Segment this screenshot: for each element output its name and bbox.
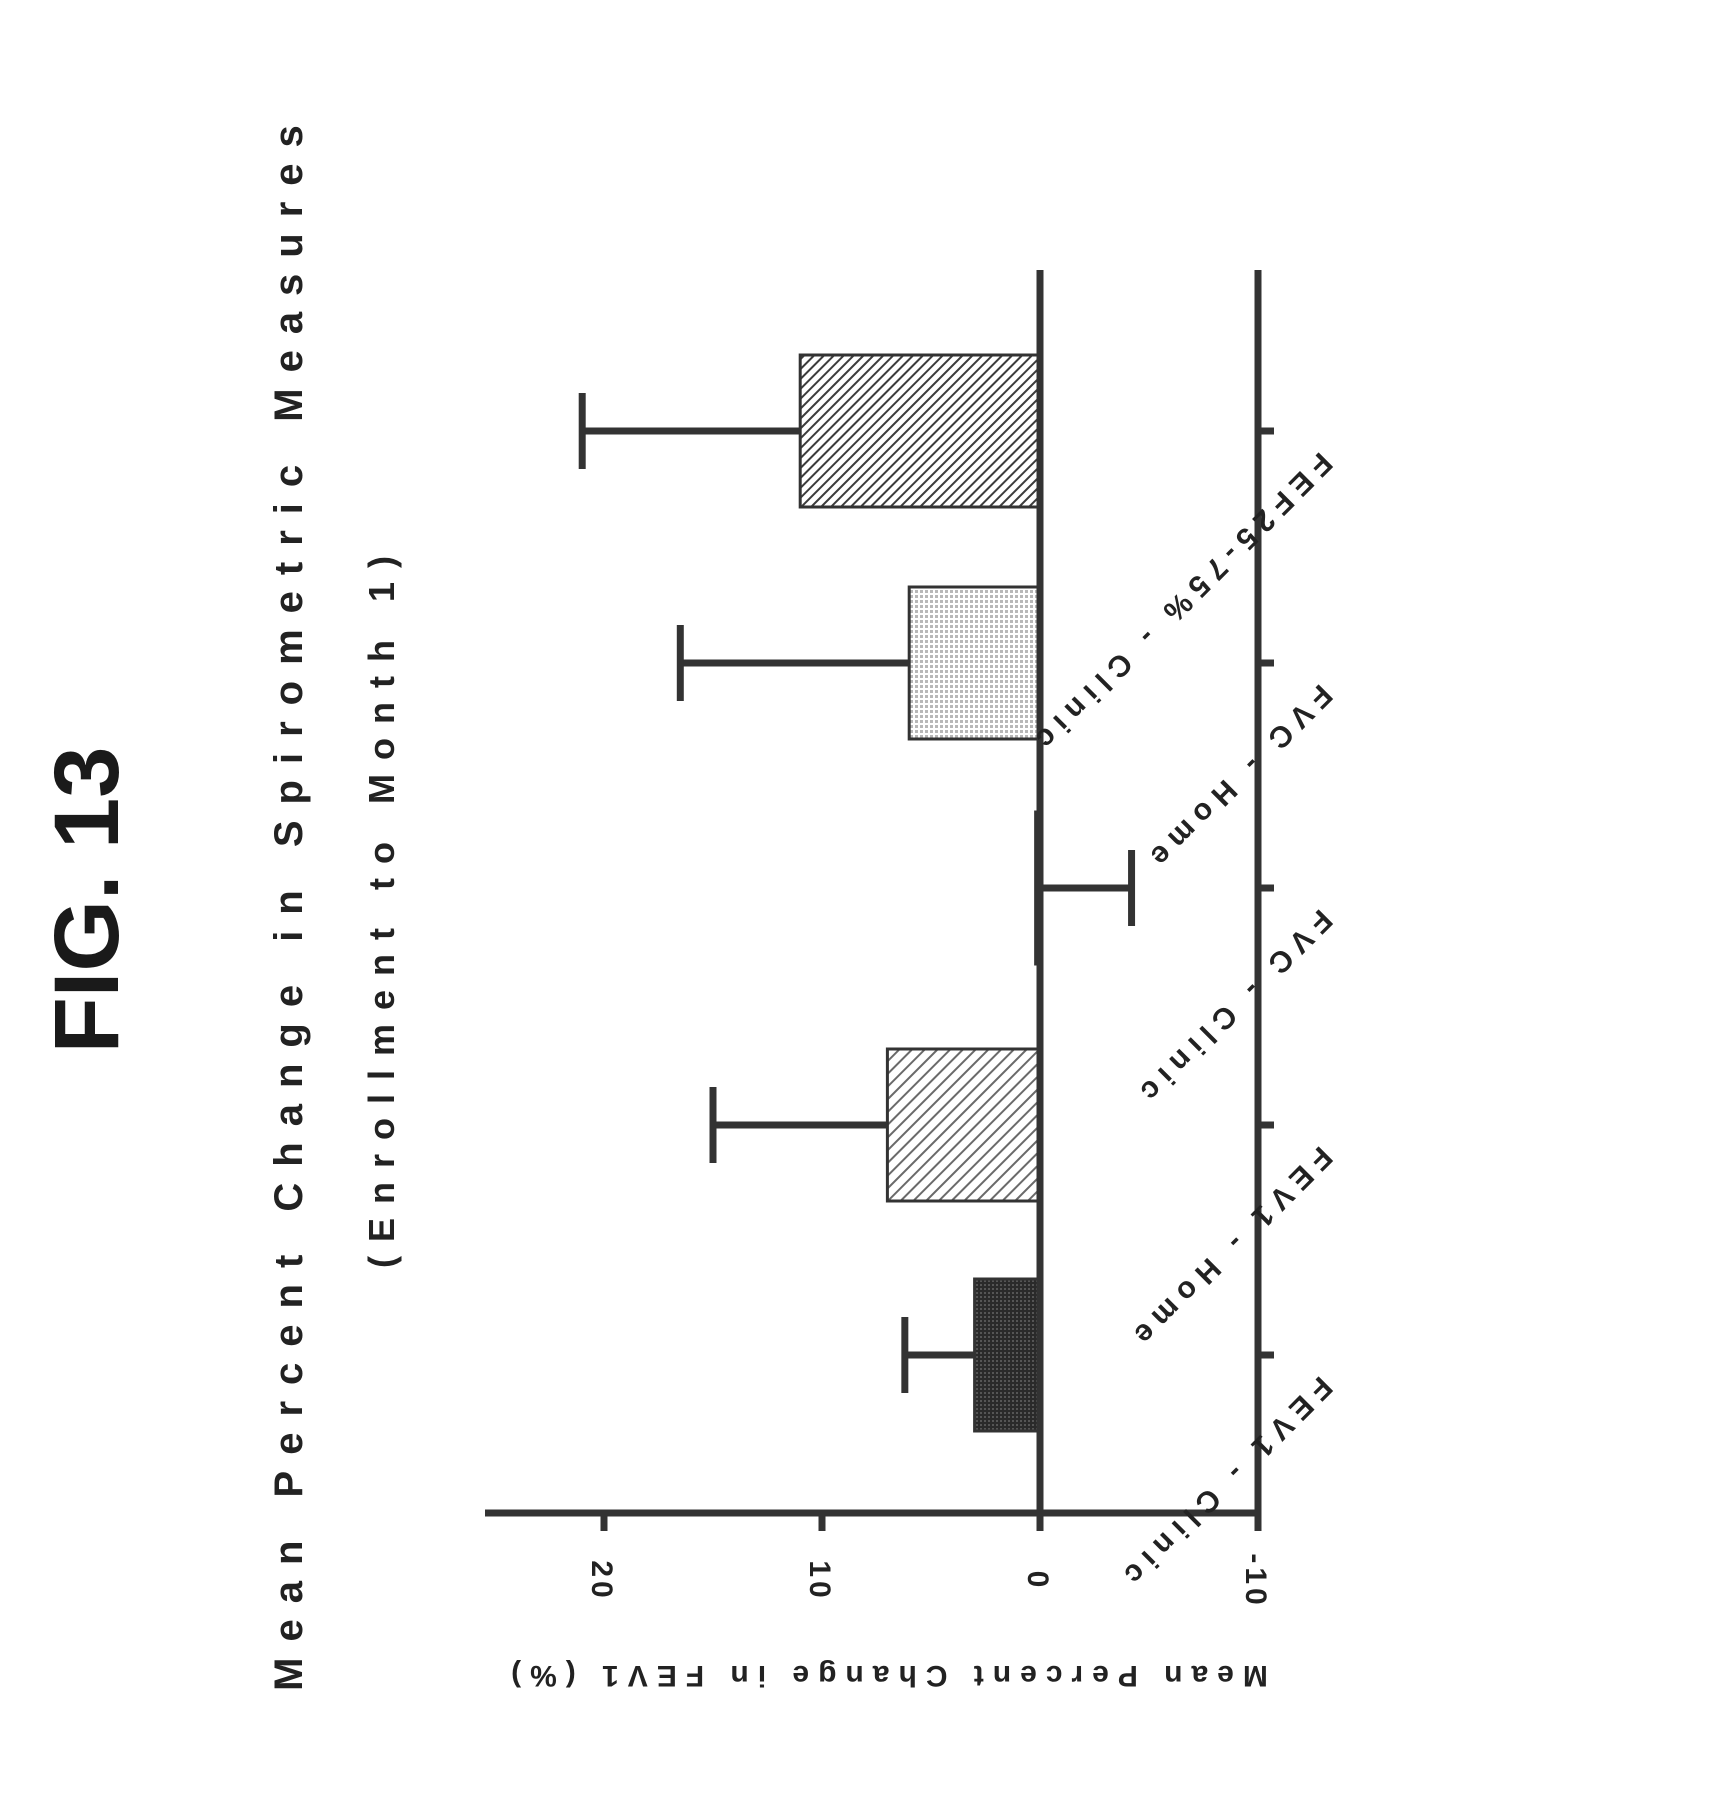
category-label-2: FEV1 - Home	[1122, 1140, 1338, 1356]
figure-label: FIG. 13	[36, 747, 138, 1054]
bar-4	[907, 585, 1042, 741]
category-label-1: FEV1 - Clinic	[1112, 1370, 1339, 1597]
value-tick-label-1: 20	[585, 1560, 618, 1601]
bar-2	[885, 1047, 1042, 1203]
y-axis-label: Mean Percent Change in FEV1 (%)	[502, 1659, 1268, 1692]
chart-title: Mean Percent Change in Spirometric Measu…	[267, 109, 311, 1691]
bar-5	[798, 353, 1042, 509]
category-label-3: FVC - Clinic	[1128, 903, 1338, 1113]
bar-1	[973, 1277, 1042, 1433]
value-tick-label-2: 10	[803, 1560, 836, 1601]
category-label-4: FVC - Home	[1138, 678, 1338, 878]
value-tick-label-3: 0	[1021, 1571, 1054, 1592]
chart-subtitle: (Enrollment to Month 1)	[361, 542, 402, 1268]
value-tick-label-4: -10	[1239, 1553, 1272, 1608]
